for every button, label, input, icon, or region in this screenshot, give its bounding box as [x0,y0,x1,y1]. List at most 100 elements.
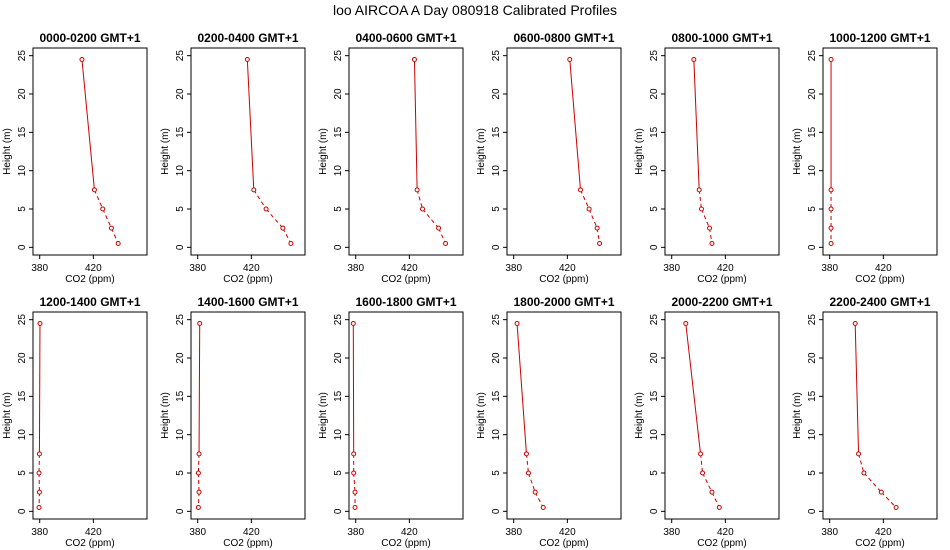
data-point [716,505,722,510]
panel-title: 1400-1600 GMT+1 [197,295,298,309]
x-axis-label: CO2 (ppm) [223,274,272,285]
y-tick-label: 10 [17,165,28,177]
y-axis-label: Height (m) [792,392,803,439]
y-tick-label: 0 [17,244,28,250]
x-tick-label: 420 [875,263,892,274]
x-tick-label: 420 [717,527,734,538]
data-point [288,241,294,246]
plot-frame [190,47,306,256]
y-tick-label: 10 [491,429,502,441]
y-tick-label: 5 [807,470,818,476]
y-tick-label: 0 [807,508,818,514]
data-point [828,187,834,193]
panel-title: 0000-0200 GMT+1 [39,31,140,45]
panel-title: 0800-1000 GMT+1 [671,31,772,45]
profile-segment [198,323,201,454]
profile-segment [282,227,292,244]
y-tick-label: 10 [649,429,660,441]
x-axis-label: CO2 (ppm) [223,538,272,549]
x-tick-label: 420 [401,527,418,538]
data-point [436,225,442,231]
y-axis-label: Height (m) [634,128,645,175]
data-point [861,470,867,476]
x-tick-label: 380 [821,263,838,274]
x-tick-label: 380 [189,263,206,274]
y-tick-label: 20 [807,352,818,364]
y-tick-label: 5 [333,206,344,212]
profile-segment [111,227,119,244]
profile-segment [858,453,865,474]
y-tick-label: 25 [17,314,28,326]
y-tick-label: 20 [175,352,186,364]
plot-frame [822,311,938,520]
data-point [197,321,203,326]
profile-segment [711,491,720,508]
x-axis-label: CO2 (ppm) [697,538,746,549]
y-tick-label: 5 [175,206,186,212]
data-point [244,57,250,62]
data-point [540,505,546,510]
x-tick-label: 420 [243,263,260,274]
x-tick-label: 420 [559,527,576,538]
x-tick-label: 380 [189,527,206,538]
x-tick-label: 380 [821,527,838,538]
y-tick-label: 10 [175,165,186,177]
y-tick-label: 15 [175,390,186,402]
y-tick-label: 15 [17,126,28,138]
y-axis-label: Height (m) [160,128,171,175]
data-point [577,187,583,193]
y-tick-label: 5 [807,206,818,212]
y-tick-label: 5 [175,470,186,476]
panel-title: 1000-1200 GMT+1 [829,31,930,45]
x-axis-label: CO2 (ppm) [381,538,430,549]
x-tick-label: 380 [347,527,364,538]
x-tick-label: 420 [717,263,734,274]
data-point [828,225,834,231]
y-tick-label: 5 [649,206,660,212]
profile-segment [93,189,104,210]
profile-segment [413,59,418,190]
profile-segment [353,472,356,493]
x-axis-label: CO2 (ppm) [855,274,904,285]
y-tick-label: 25 [17,50,28,62]
y-tick-label: 20 [333,352,344,364]
data-point [36,505,42,510]
y-tick-label: 0 [333,244,344,250]
data-point [351,470,357,476]
y-tick-label: 5 [649,470,660,476]
y-axis-label: Height (m) [476,392,487,439]
y-tick-label: 5 [491,206,502,212]
profile-segment [588,208,598,229]
y-tick-label: 5 [333,470,344,476]
data-point [696,187,702,193]
y-tick-label: 0 [175,244,186,250]
profile-segment [197,453,200,474]
panel-title: 1600-1800 GMT+1 [355,295,456,309]
data-point [350,321,356,326]
x-axis-label: CO2 (ppm) [855,538,904,549]
panel-title: 1800-2000 GMT+1 [513,295,614,309]
y-tick-label: 10 [333,429,344,441]
data-point [263,206,269,212]
y-tick-label: 0 [175,508,186,514]
data-point [828,206,834,212]
y-tick-label: 10 [649,165,660,177]
y-axis-label: Height (m) [318,128,329,175]
y-tick-label: 25 [807,50,818,62]
y-tick-label: 15 [333,390,344,402]
y-tick-label: 15 [649,390,660,402]
plot-frame [32,311,148,520]
x-tick-label: 380 [31,263,48,274]
y-tick-label: 10 [175,429,186,441]
y-tick-label: 10 [491,165,502,177]
profile-segment [880,491,897,508]
y-tick-label: 20 [807,88,818,100]
profile-segment [580,189,590,210]
y-tick-label: 25 [175,314,186,326]
y-axis-label: Height (m) [476,128,487,175]
y-tick-label: 15 [333,126,344,138]
profile-segment [709,228,713,244]
